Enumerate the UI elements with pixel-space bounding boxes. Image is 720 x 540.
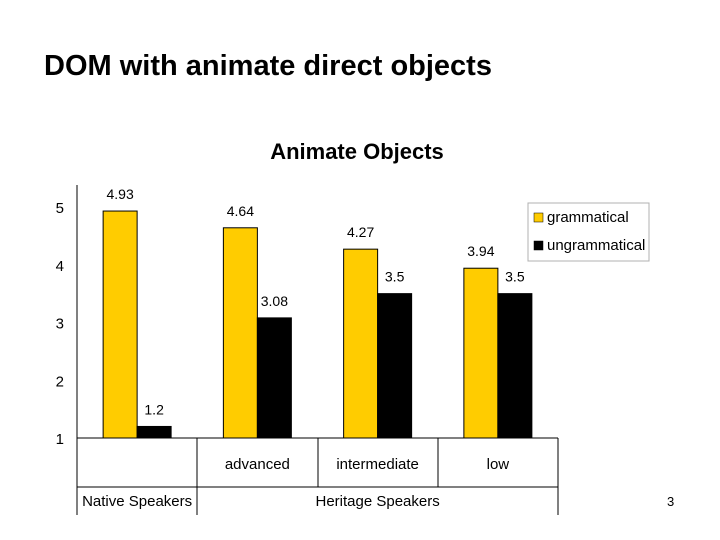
y-tick-label: 4 [56,258,64,275]
bar-ungrammatical [136,425,172,439]
data-label: 4.64 [227,203,254,219]
legend: grammatical ungrammatical [527,202,650,262]
data-label: 3.94 [467,243,494,259]
legend-box [527,202,650,262]
bar-ungrammatical [256,317,292,439]
y-tick-label: 2 [56,373,64,390]
data-label: 3.08 [261,293,288,309]
bars: 4.93 1.2 4.64 3.08 4.27 3.5 3.94 3.5 [102,186,533,439]
category-label: intermediate [336,456,419,473]
data-label: 3.5 [505,269,525,285]
y-tick-label: 1 [56,431,64,448]
group-label: Native Speakers [82,493,192,510]
page-number: 3 [667,494,675,509]
chart-title: Animate Objects [270,139,444,164]
legend-swatch-ungrammatical [533,240,544,251]
category-label: advanced [225,456,290,473]
bar-grammatical [222,227,258,439]
legend-label-grammatical: grammatical [547,209,629,226]
legend-swatch-grammatical [533,212,544,223]
y-tick-labels: 1 2 3 4 5 [56,200,64,448]
y-tick-label: 3 [56,316,64,333]
data-label: 4.93 [107,186,134,202]
bar-grammatical [343,248,379,439]
legend-label-ungrammatical: ungrammatical [547,237,645,254]
group-label: Heritage Speakers [316,493,440,510]
bar-grammatical [102,210,138,439]
data-label: 4.27 [347,224,374,240]
bar-ungrammatical [497,293,533,439]
category-label: low [487,456,510,473]
group-labels: Native Speakers Heritage Speakers [82,493,440,510]
data-label: 3.5 [385,269,405,285]
data-label: 1.2 [144,401,164,417]
slide-title: DOM with animate direct objects [44,50,492,82]
category-labels: advanced intermediate low [225,456,509,473]
bar-ungrammatical [377,293,413,439]
bar-grammatical [463,267,499,439]
y-tick-label: 5 [56,200,64,217]
